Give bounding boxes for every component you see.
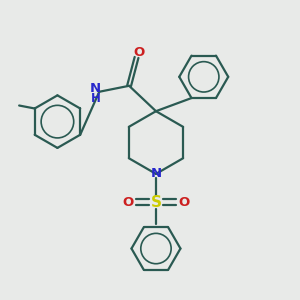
Text: S: S bbox=[151, 195, 161, 210]
Text: O: O bbox=[122, 196, 134, 209]
Text: O: O bbox=[178, 196, 190, 209]
Text: H: H bbox=[91, 92, 100, 105]
Text: N: N bbox=[150, 167, 161, 180]
Text: O: O bbox=[133, 46, 145, 59]
Text: N: N bbox=[90, 82, 101, 95]
